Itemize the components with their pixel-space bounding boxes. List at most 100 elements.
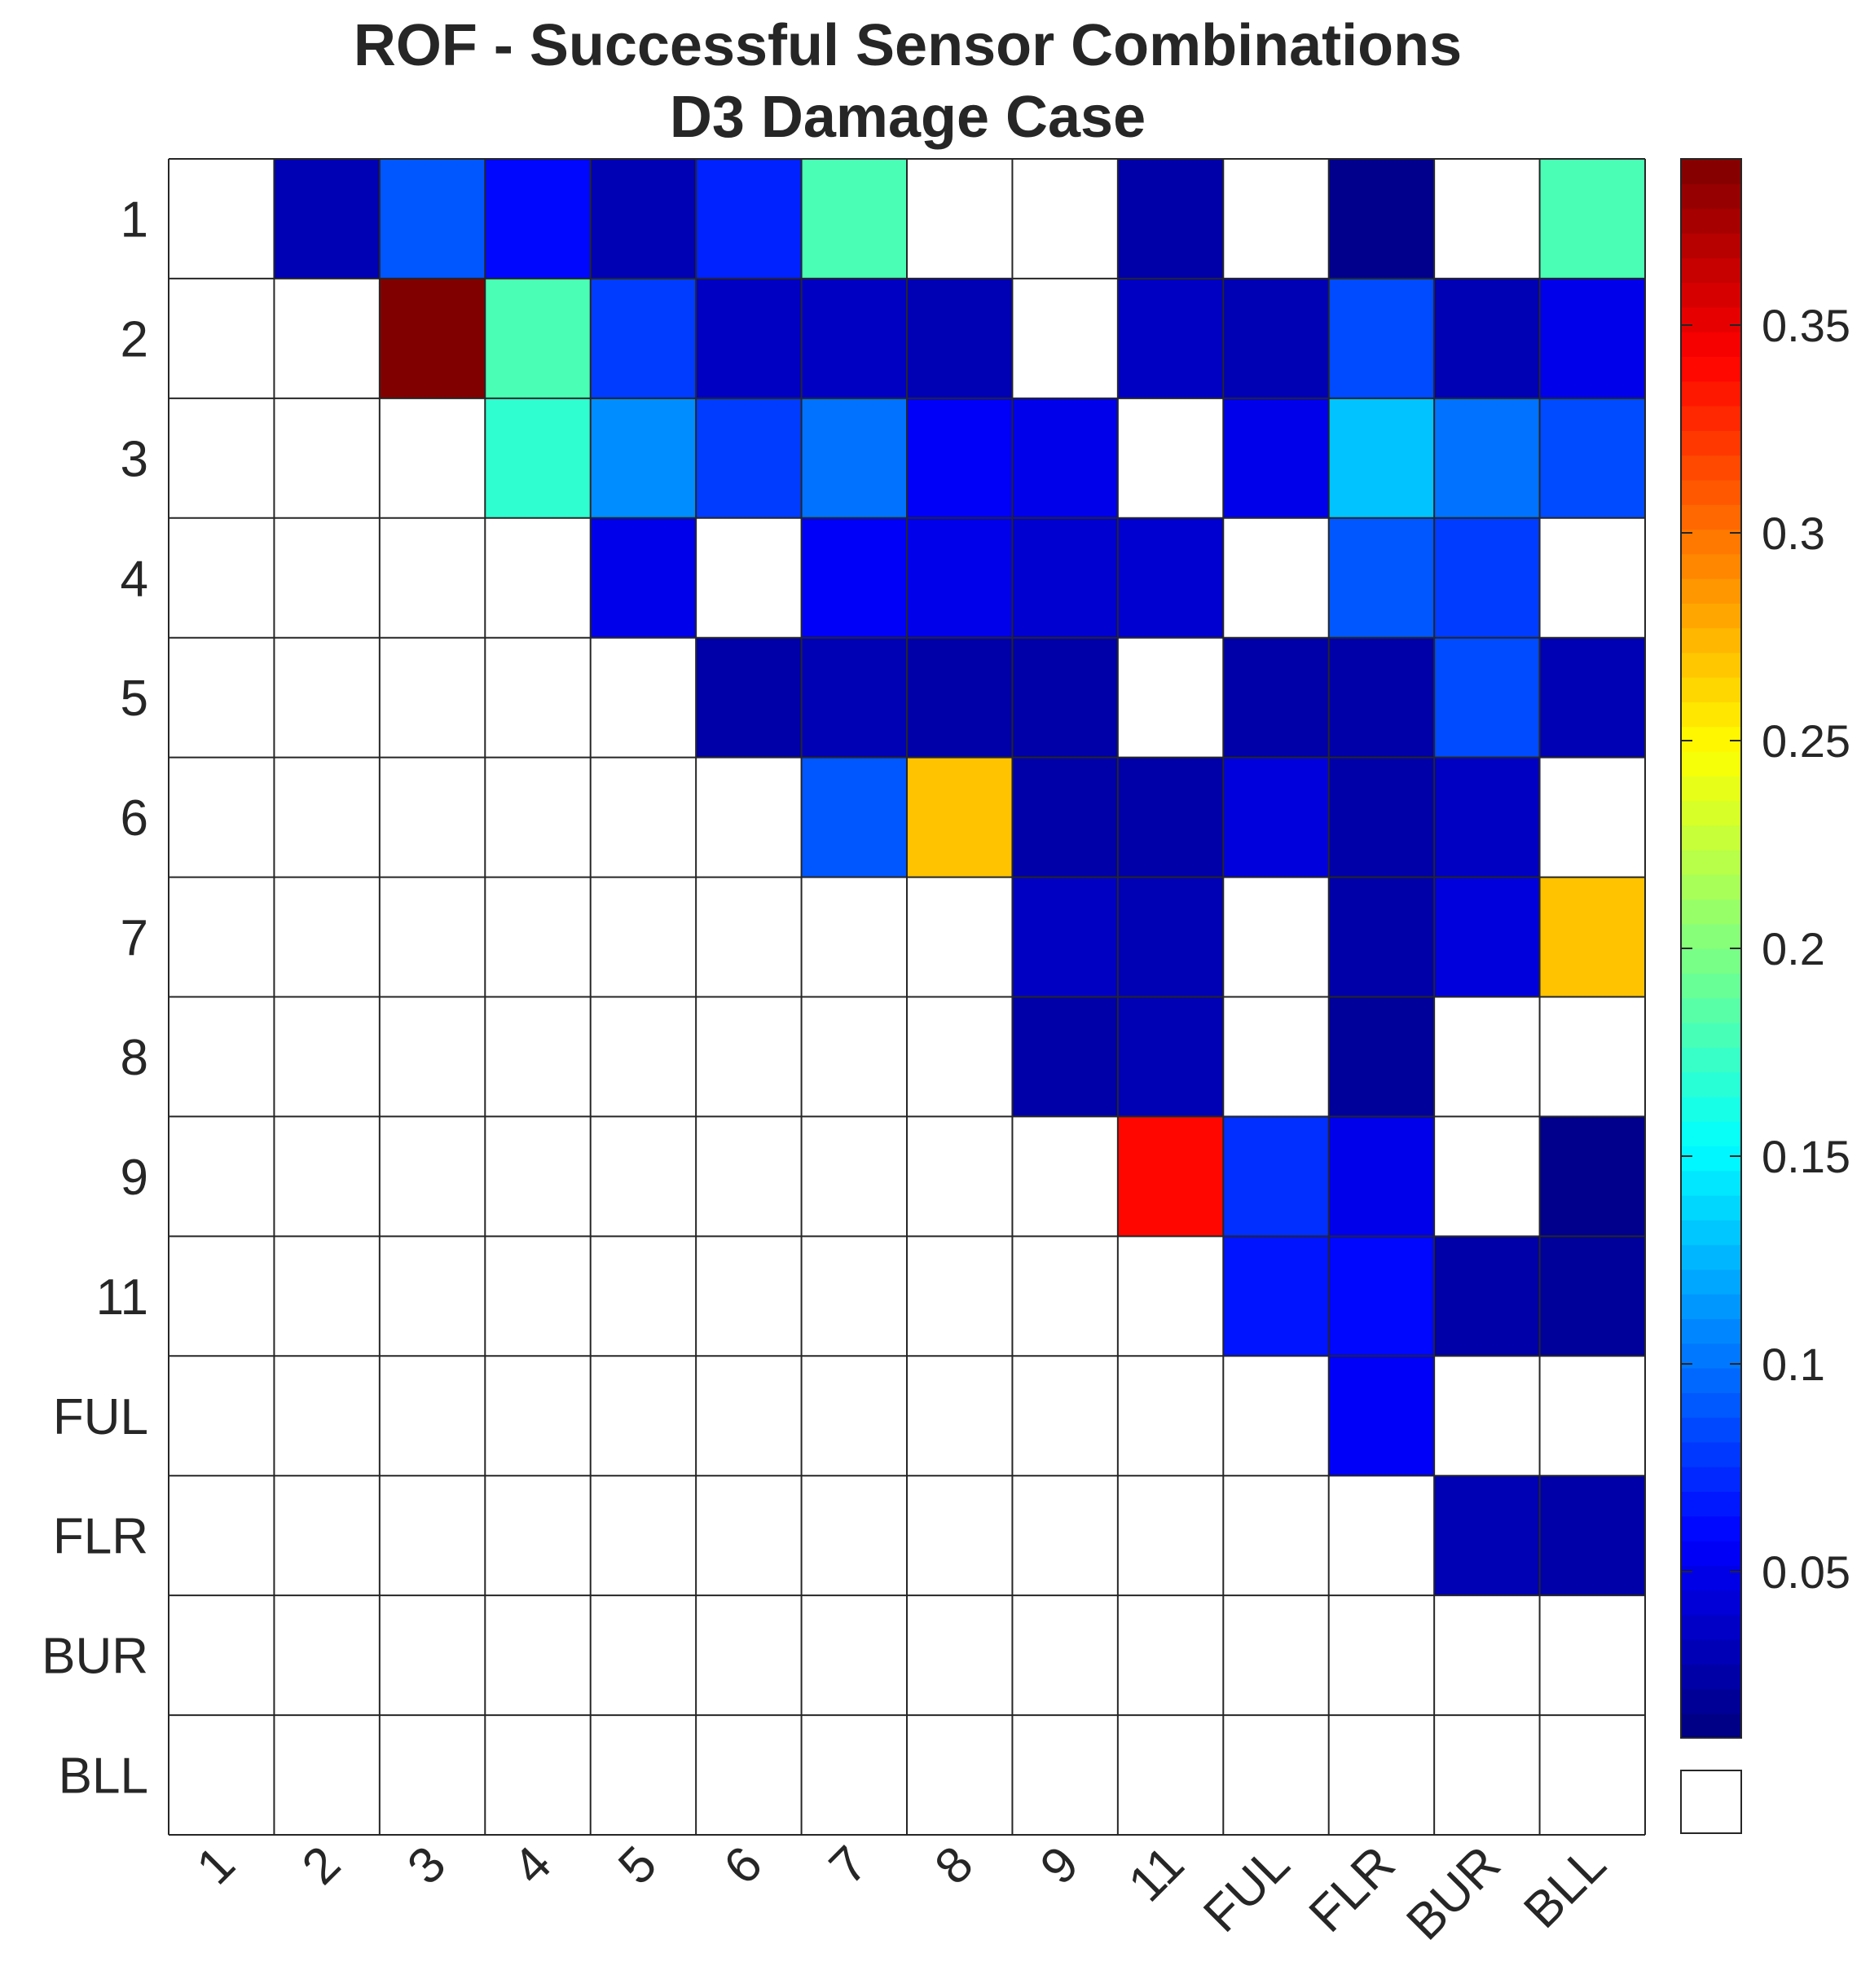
heatmap-cell-6-8: [907, 757, 1013, 877]
heatmap-cell-7-3: [379, 877, 486, 997]
heatmap-cell-8-9: [1012, 996, 1118, 1117]
heatmap-cell-2-1: [169, 278, 275, 398]
heatmap-cell-6-5: [590, 757, 697, 877]
heatmap-cell-5-11: [1117, 637, 1224, 758]
colorbar-segment: [1681, 430, 1741, 456]
heatmap-cell-11-BLL: [1539, 1236, 1645, 1357]
colorbar-segment: [1681, 627, 1741, 653]
heatmap-cell-BLL-6: [696, 1715, 802, 1835]
heatmap-cell-FUL-9: [1012, 1356, 1118, 1476]
heatmap-cell-9-3: [379, 1116, 486, 1237]
colorbar-segment: [1681, 923, 1741, 949]
colorbar-segment: [1681, 1047, 1741, 1073]
heatmap-cell-3-9: [1012, 398, 1118, 518]
heatmap-cell-4-7: [801, 517, 907, 638]
heatmap-cell-6-BLL: [1539, 757, 1645, 877]
heatmap-cell-7-4: [485, 877, 591, 997]
heatmap-cell-1-4: [485, 159, 591, 279]
colorbar-segment: [1681, 750, 1741, 776]
heatmap-cell-2-5: [590, 278, 697, 398]
colorbar-segment: [1681, 479, 1741, 505]
colorbar-segment: [1681, 1220, 1741, 1246]
heatmap-cell-3-FLR: [1328, 398, 1435, 518]
heatmap-cell-BLL-BUR: [1434, 1715, 1540, 1835]
heatmap-cell-BLL-9: [1012, 1715, 1118, 1835]
colorbar-tick-label: 0.1: [1762, 1339, 1825, 1390]
row-tick-label: 5: [121, 671, 148, 727]
heatmap-cell-6-7: [801, 757, 907, 877]
column-tick-label: 2: [292, 1836, 351, 1895]
heatmap-cell-9-9: [1012, 1116, 1118, 1237]
heatmap-cell-8-4: [485, 996, 591, 1117]
heatmap-cell-FLR-FLR: [1328, 1476, 1435, 1596]
heatmap-cell-3-2: [274, 398, 380, 518]
heatmap-cell-3-3: [379, 398, 486, 518]
heatmap-cell-3-4: [485, 398, 591, 518]
heatmap-cell-11-6: [696, 1236, 802, 1357]
heatmap-cell-BUR-5: [590, 1595, 697, 1716]
heatmap-cell-5-7: [801, 637, 907, 758]
heatmap-cell-1-2: [274, 159, 380, 279]
heatmap-cell-FUL-BUR: [1434, 1356, 1540, 1476]
colorbar-segment: [1681, 257, 1741, 284]
heatmap-cell-BUR-BLL: [1539, 1595, 1645, 1716]
heatmap-cell-1-8: [907, 159, 1013, 279]
heatmap-cell-1-5: [590, 159, 697, 279]
colorbar-segment: [1681, 899, 1741, 925]
heatmap-cell-5-1: [169, 637, 275, 758]
heatmap-cell-2-6: [696, 278, 802, 398]
heatmap-cell-4-1: [169, 517, 275, 638]
heatmap-cell-1-9: [1012, 159, 1118, 279]
heatmap-cell-FLR-11: [1117, 1476, 1224, 1596]
heatmap-cell-11-FLR: [1328, 1236, 1435, 1357]
heatmap-cell-3-6: [696, 398, 802, 518]
heatmap-cell-FLR-BLL: [1539, 1476, 1645, 1596]
heatmap-cell-5-4: [485, 637, 591, 758]
colorbar-segment: [1681, 504, 1741, 530]
heatmap-cell-5-FUL: [1223, 637, 1329, 758]
heatmap-cell-FUL-3: [379, 1356, 486, 1476]
heatmap-cell-FUL-6: [696, 1356, 802, 1476]
colorbar-tick-label: 0.15: [1762, 1131, 1850, 1182]
heatmap-cell-5-BLL: [1539, 637, 1645, 758]
heatmap-cell-8-1: [169, 996, 275, 1117]
chart-title: ROF - Successful Sensor Combinations: [354, 13, 1462, 78]
column-tick-label: 11: [1118, 1836, 1195, 1912]
heatmap-cell-FUL-2: [274, 1356, 380, 1476]
colorbar-segment: [1681, 356, 1741, 382]
heatmap-cell-7-BUR: [1434, 877, 1540, 997]
heatmap-cell-11-11: [1117, 1236, 1224, 1357]
heatmap-cell-6-2: [274, 757, 380, 877]
heatmap-cell-BUR-FUL: [1223, 1595, 1329, 1716]
colorbar-segment: [1681, 1120, 1741, 1147]
heatmap-cell-BLL-4: [485, 1715, 591, 1835]
heatmap-cell-BUR-BUR: [1434, 1595, 1540, 1716]
heatmap-cell-2-BLL: [1539, 278, 1645, 398]
row-tick-label: 11: [96, 1269, 148, 1326]
heatmap-cell-9-6: [696, 1116, 802, 1237]
colorbar-segment: [1681, 331, 1741, 358]
heatmap-cell-BUR-8: [907, 1595, 1013, 1716]
heatmap-cell-7-6: [696, 877, 802, 997]
colorbar-segment: [1681, 282, 1741, 308]
heatmap-cell-4-11: [1117, 517, 1224, 638]
colorbar-segment: [1681, 1713, 1741, 1739]
heatmap-cell-11-5: [590, 1236, 697, 1357]
colorbar-segment: [1681, 849, 1741, 875]
heatmap-cell-2-FLR: [1328, 278, 1435, 398]
heatmap-cell-2-4: [485, 278, 591, 398]
heatmap-cell-4-BUR: [1434, 517, 1540, 638]
heatmap-cell-9-4: [485, 1116, 591, 1237]
heatmap-cell-BUR-3: [379, 1595, 486, 1716]
colorbar-tick-label: 0.2: [1762, 923, 1825, 974]
colorbar-segment: [1681, 1638, 1741, 1665]
heatmap-cell-9-BLL: [1539, 1116, 1645, 1237]
heatmap-cell-6-FUL: [1223, 757, 1329, 877]
heatmap-cell-7-BLL: [1539, 877, 1645, 997]
colorbar-segment: [1681, 1367, 1741, 1393]
heatmap-cell-2-BUR: [1434, 278, 1540, 398]
heatmap-cell-11-3: [379, 1236, 486, 1357]
colorbar-segment: [1681, 1392, 1741, 1418]
heatmap-cell-2-7: [801, 278, 907, 398]
